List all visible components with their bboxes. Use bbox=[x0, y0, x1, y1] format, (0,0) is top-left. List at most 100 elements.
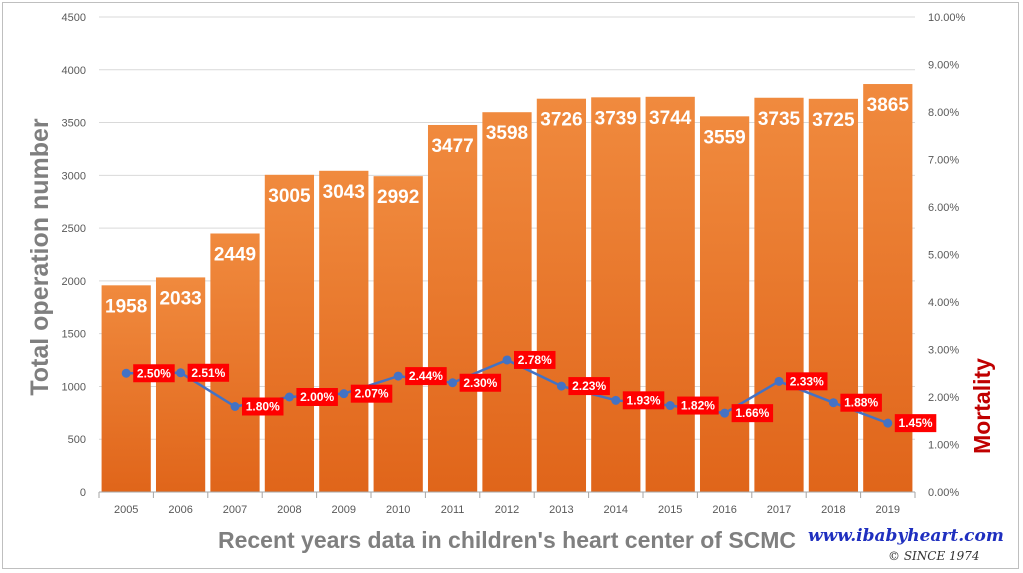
x-tick-label: 2018 bbox=[821, 504, 845, 516]
x-tick-label: 2009 bbox=[332, 504, 356, 516]
bar bbox=[264, 174, 315, 493]
bar bbox=[645, 96, 695, 493]
mortality-label-box bbox=[786, 372, 828, 391]
bar bbox=[536, 98, 587, 492]
y2-tick-label: 0.00% bbox=[928, 487, 959, 499]
mortality-point bbox=[556, 381, 566, 391]
mortality-value-label: 2.33% bbox=[790, 374, 824, 388]
mortality-point bbox=[828, 398, 838, 408]
y-tick-label: 500 bbox=[68, 434, 86, 446]
mortality-point bbox=[883, 418, 893, 428]
mortality-value-label: 1.93% bbox=[627, 393, 661, 407]
bar bbox=[427, 124, 478, 492]
bar bbox=[155, 277, 206, 492]
y2-tick-label: 4.00% bbox=[928, 297, 959, 309]
mortality-point bbox=[230, 402, 240, 411]
chart-text: 0 500 1000 1500 2000 2500 3000 3500 4000 4500 0.00… bbox=[26, 12, 995, 553]
mortality-point bbox=[121, 368, 131, 378]
bar-value-label: 3744 bbox=[649, 108, 692, 129]
mortality-value-label: 2.78% bbox=[518, 353, 552, 367]
mortality-value-label: 1.82% bbox=[681, 399, 715, 413]
x-tick-label: 2014 bbox=[604, 504, 628, 516]
mortality-label-box bbox=[133, 364, 175, 383]
mortality-point bbox=[284, 392, 294, 402]
x-tick-label: 2013 bbox=[549, 504, 573, 516]
x-tick-label: 2008 bbox=[277, 504, 301, 516]
mortality-value-label: 2.51% bbox=[191, 366, 225, 380]
x-tick-label: 2010 bbox=[386, 504, 410, 516]
mortality-label-box bbox=[459, 373, 502, 392]
mortality-value-label: 2.50% bbox=[137, 366, 171, 380]
mortality-point bbox=[448, 378, 458, 388]
mortality-point bbox=[502, 355, 512, 365]
mortality-value-label: 2.30% bbox=[463, 376, 497, 390]
mortality-point bbox=[720, 408, 730, 418]
y-tick-label: 1500 bbox=[62, 329, 86, 341]
bar-value-label: 3725 bbox=[812, 110, 855, 131]
bar-value-label: 3598 bbox=[486, 123, 528, 144]
x-tick-label: 2017 bbox=[767, 504, 791, 516]
mortality-label-box bbox=[187, 363, 230, 382]
bar-value-label: 3477 bbox=[431, 136, 473, 157]
bar-value-label: 1958 bbox=[105, 296, 147, 317]
mortality-label-box bbox=[731, 404, 774, 423]
mortality-label-box bbox=[405, 367, 447, 386]
mortality-point bbox=[176, 368, 186, 378]
mortality-label-box bbox=[296, 388, 338, 406]
y2-tick-label: 2.00% bbox=[928, 392, 959, 404]
watermark-since: © SINCE 1974 bbox=[888, 549, 980, 563]
y2-tick-label: 7.00% bbox=[928, 155, 959, 167]
y2-tick-label: 1.00% bbox=[928, 440, 959, 452]
bar-value-label: 3865 bbox=[867, 95, 910, 116]
y-tick-label: 3000 bbox=[62, 170, 86, 182]
x-tick-label: 2011 bbox=[441, 504, 465, 516]
y2-tick-label: 3.00% bbox=[928, 345, 959, 357]
mortality-point bbox=[393, 371, 403, 381]
y-tick-label: 4500 bbox=[62, 12, 86, 24]
mortality-point bbox=[339, 389, 349, 399]
mortality-value-label: 2.23% bbox=[572, 379, 606, 393]
data-labels: 1958 2033 2449 3005 3043 2992 3477 3598 3726 3739… bbox=[105, 95, 937, 433]
bar-value-label: 3043 bbox=[323, 182, 365, 203]
mortality-value-label: 2.00% bbox=[300, 390, 334, 404]
bar-value-label: 2992 bbox=[377, 187, 419, 208]
y2-tick-label: 5.00% bbox=[928, 250, 959, 262]
mortality-label-box bbox=[894, 414, 937, 433]
mortality-value-label: 1.80% bbox=[246, 400, 280, 414]
mortality-label-box bbox=[677, 396, 719, 415]
x-tick-label: 2016 bbox=[712, 504, 736, 516]
y2-tick-label: 8.00% bbox=[928, 107, 959, 119]
bar-value-label: 3739 bbox=[595, 108, 637, 129]
mortality-value-label: 1.66% bbox=[735, 406, 769, 420]
chart-title: Recent years data in children's heart ce… bbox=[218, 527, 796, 553]
bar-value-label: 3559 bbox=[703, 127, 745, 148]
y-tick-label: 0 bbox=[80, 487, 86, 499]
y-axis-title: Total operation number bbox=[26, 118, 54, 396]
bar-value-label: 3726 bbox=[540, 110, 582, 131]
bar bbox=[808, 98, 859, 493]
bar bbox=[754, 97, 804, 492]
bar bbox=[319, 170, 369, 493]
mortality-label-box bbox=[568, 377, 610, 396]
bar-value-label: 3005 bbox=[268, 186, 311, 207]
bar bbox=[482, 112, 532, 492]
bar bbox=[101, 285, 151, 492]
y2-axis-title: Mortality bbox=[969, 358, 995, 454]
mortality-label-box bbox=[242, 397, 284, 416]
bar-series bbox=[101, 84, 913, 493]
watermark-url: www.ibabyheart.com bbox=[808, 526, 1004, 546]
y2-tick-label: 6.00% bbox=[928, 202, 959, 214]
x-tick-label: 2005 bbox=[114, 504, 138, 516]
mortality-point bbox=[774, 376, 784, 386]
y-tick-label: 2000 bbox=[62, 276, 86, 288]
axes bbox=[98, 491, 916, 498]
x-tick-label: 2015 bbox=[658, 504, 682, 516]
mortality-value-label: 2.44% bbox=[409, 369, 443, 383]
bar bbox=[591, 97, 641, 493]
x-tick-label: 2012 bbox=[495, 504, 519, 516]
x-tick-label: 2006 bbox=[168, 504, 192, 516]
mortality-value-label: 1.45% bbox=[899, 416, 933, 430]
mortality-value-label: 1.88% bbox=[844, 396, 878, 410]
